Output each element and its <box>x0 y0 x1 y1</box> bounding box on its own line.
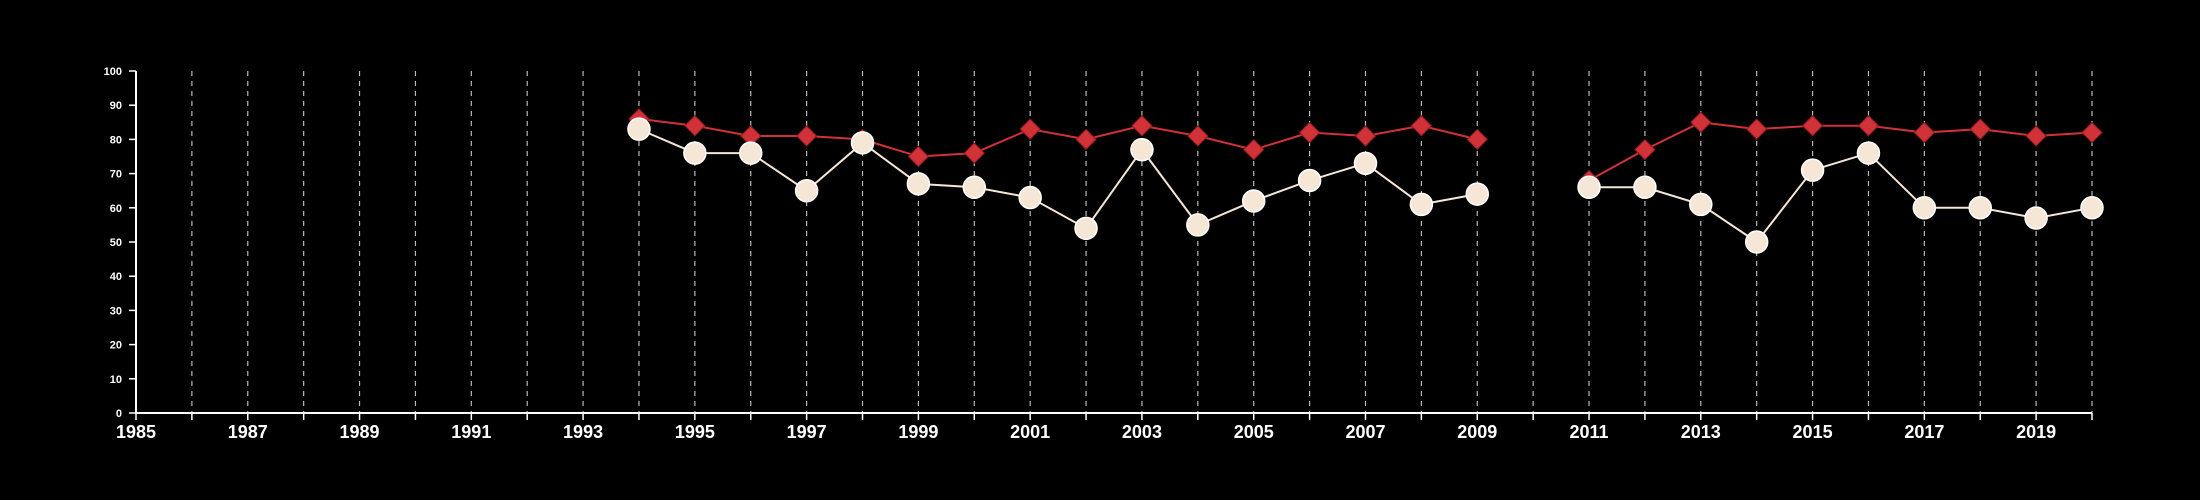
series-1-point-2013 <box>1689 192 1713 217</box>
series-0-line-1 <box>1588 121 2093 182</box>
series-1-point-1995 <box>683 141 707 165</box>
series-1-point-1994 <box>627 117 651 141</box>
x-tick-label-1987: 1987 <box>228 422 268 442</box>
x-tick-label-2017: 2017 <box>1904 422 1944 442</box>
series-1-point-2005 <box>1241 189 1266 213</box>
series-1 <box>627 117 2104 254</box>
x-tick-label-2011: 2011 <box>1569 422 1608 442</box>
series-1-point-1996 <box>738 141 763 165</box>
series-1-point-2009 <box>1465 182 1490 206</box>
series-1-point-1999 <box>906 172 931 196</box>
series-0-point-2009 <box>1466 128 1488 151</box>
series-1-point-2001 <box>1018 185 1042 210</box>
grid-lines <box>191 71 2093 413</box>
data-series <box>627 108 2104 254</box>
x-tick-label-2009: 2009 <box>1457 422 1497 442</box>
x-tick-label-1991: 1991 <box>451 422 491 442</box>
series-1-point-2019 <box>2024 206 2048 230</box>
series-1-point-2004 <box>1186 213 1210 237</box>
series-0-point-2018 <box>1969 118 1991 140</box>
x-tick-label-1993: 1993 <box>563 422 603 442</box>
series-1-point-2015 <box>1800 158 1825 182</box>
series-0-point-1997 <box>795 125 818 147</box>
x-tick-label-2019: 2019 <box>2016 422 2056 442</box>
series-0-point-2003 <box>1131 115 1153 137</box>
series-1-line-0 <box>638 128 1478 230</box>
y-tick-label-60: 60 <box>110 203 122 215</box>
series-1-point-2012 <box>1633 175 1657 200</box>
axes: 0 10 20 30 40 50 60 70 80 90 100 1985 1987 1989 1991 19… <box>104 66 2093 442</box>
series-1-point-2008 <box>1409 192 1434 217</box>
series-0-point-2007 <box>1354 125 1377 147</box>
series-0-point-2016 <box>1857 115 1880 137</box>
x-tick-label-1989: 1989 <box>340 422 380 442</box>
series-1-point-1998 <box>850 131 875 155</box>
series-0-point-2015 <box>1801 115 1824 137</box>
series-1-point-2002 <box>1074 216 1098 241</box>
series-0-point-2020 <box>2081 121 2103 144</box>
x-tick-label-1985: 1985 <box>116 422 156 442</box>
series-0-line-0 <box>638 117 1478 158</box>
y-tick-label-30: 30 <box>110 305 122 317</box>
series-0-point-2017 <box>1913 121 1936 144</box>
series-1-point-2014 <box>1744 230 1769 254</box>
series-1-point-2016 <box>1856 141 1881 165</box>
series-0-point-2002 <box>1075 128 1097 151</box>
series-1-point-2006 <box>1297 168 1322 193</box>
x-tick-label-2013: 2013 <box>1681 422 1721 442</box>
series-0-point-2000 <box>963 142 985 164</box>
series-1-point-2003 <box>1130 137 1154 162</box>
y-tick-label-50: 50 <box>110 237 122 249</box>
y-tick-label-100: 100 <box>104 66 122 78</box>
series-0-point-2012 <box>1634 138 1656 161</box>
series-0-point-1995 <box>684 115 706 137</box>
series-1-point-2017 <box>1912 196 1937 220</box>
series-0-point-2008 <box>1410 115 1433 137</box>
x-tick-label-2001: 2001 <box>1010 422 1050 442</box>
y-tick-label-80: 80 <box>110 134 122 146</box>
y-tick-label-90: 90 <box>110 100 122 112</box>
x-tick-label-2007: 2007 <box>1345 422 1385 442</box>
x-tick-label-1997: 1997 <box>787 422 827 442</box>
y-tick-label-0: 0 <box>116 408 122 420</box>
x-tick-label-2015: 2015 <box>1793 422 1833 442</box>
x-tick-label-1999: 1999 <box>898 422 938 442</box>
x-tick-label-2005: 2005 <box>1234 422 1274 442</box>
series-0-point-2005 <box>1243 138 1265 161</box>
series-1-point-2007 <box>1353 151 1378 176</box>
series-1-line-1 <box>1589 151 2093 244</box>
series-1-point-2011 <box>1577 175 1601 200</box>
series-1-point-1997 <box>794 178 819 203</box>
series-0-point-2004 <box>1187 125 1209 147</box>
series-0-point-2006 <box>1298 121 1321 144</box>
series-1-point-2018 <box>1968 196 1992 220</box>
y-tick-label-20: 20 <box>110 340 122 352</box>
y-tick-label-40: 40 <box>110 271 122 283</box>
series-0-point-2001 <box>1019 118 1041 140</box>
series-1-point-2000 <box>962 175 987 200</box>
series-0-point-1999 <box>907 145 930 168</box>
y-tick-label-70: 70 <box>110 169 122 181</box>
series-0-point-2019 <box>2025 125 2047 147</box>
series-0-point-2014 <box>1745 118 1768 140</box>
x-tick-label-2003: 2003 <box>1122 422 1162 442</box>
y-tick-label-10: 10 <box>110 374 122 386</box>
series-1-point-2020 <box>2080 196 2104 220</box>
series-0-point-2013 <box>1690 111 1712 134</box>
x-tick-label-1995: 1995 <box>675 422 715 442</box>
